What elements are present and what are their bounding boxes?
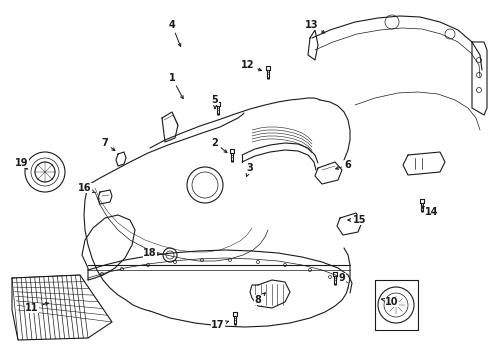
Text: 19: 19	[15, 158, 29, 169]
Text: 8: 8	[254, 293, 264, 305]
Text: 4: 4	[168, 20, 181, 46]
Text: 1: 1	[168, 73, 183, 99]
Text: 3: 3	[246, 163, 253, 176]
Text: 17: 17	[211, 320, 228, 330]
Text: 10: 10	[381, 297, 398, 307]
Text: 18: 18	[143, 248, 160, 258]
Text: 13: 13	[305, 20, 324, 33]
Text: 15: 15	[347, 215, 366, 225]
Text: 2: 2	[211, 138, 226, 153]
Text: 12: 12	[241, 60, 261, 71]
Text: 6: 6	[335, 160, 351, 170]
Text: 7: 7	[102, 138, 115, 150]
Text: 5: 5	[211, 95, 218, 108]
Text: 11: 11	[25, 302, 48, 313]
Text: 16: 16	[78, 183, 95, 193]
Text: 9: 9	[337, 273, 345, 283]
Text: 14: 14	[421, 207, 438, 217]
